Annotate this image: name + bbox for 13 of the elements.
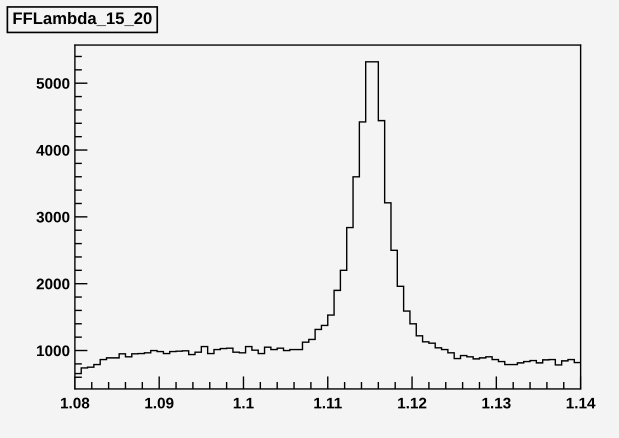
chart-title: FFLambda_15_20 [13, 12, 152, 26]
x-tick-label: 1.1 [234, 398, 254, 408]
x-tick-label: 1.09 [145, 398, 174, 408]
x-tick-label: 1.08 [60, 398, 90, 408]
x-tick-label: 1.13 [482, 398, 511, 409]
x-tick-label: 1.12 [398, 398, 426, 408]
x-tick-label: 1.14 [566, 398, 596, 408]
y-tick-label: 2000 [36, 278, 70, 290]
y-tick-label: 3000 [36, 212, 70, 223]
y-tick-label: 4000 [36, 144, 70, 156]
x-tick-label: 1.11 [314, 398, 342, 408]
y-tick-label: 1000 [37, 345, 70, 356]
y-tick-label: 5000 [36, 78, 70, 89]
